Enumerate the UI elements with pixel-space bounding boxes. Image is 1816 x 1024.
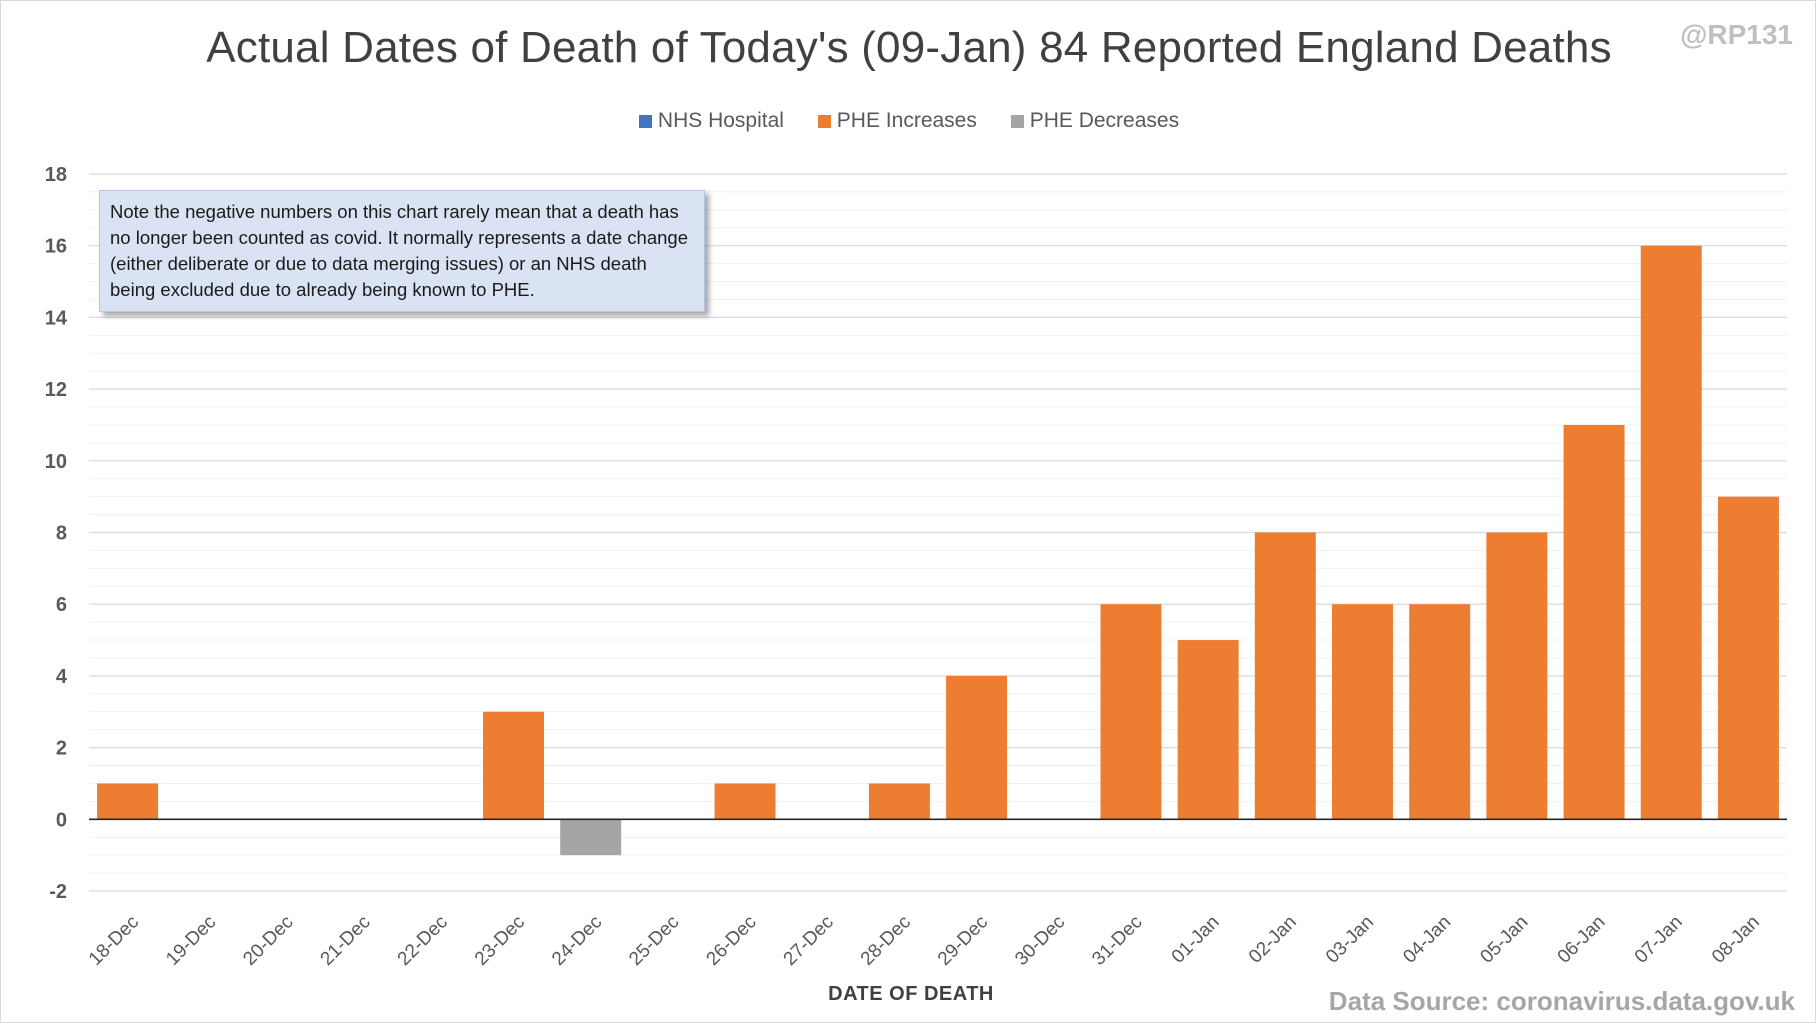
bar-phe-increases [1717,496,1779,820]
chart-title: Actual Dates of Death of Today's (09-Jan… [206,23,1612,72]
bar-phe-increases [1486,532,1548,820]
bar-phe-increases [1254,532,1316,820]
bar-phe-increases [946,675,1008,820]
legend-item-phe-decreases: PHE Decreases [1010,109,1180,133]
y-tick-label: 10 [45,451,67,473]
legend-label-phe-decreases: PHE Decreases [1029,109,1180,132]
x-tick-label: 07-Jan [1631,912,1687,968]
x-tick-label: 19-Dec [162,912,220,970]
bar-phe-increases [1563,424,1625,820]
legend-label-nhs-hospital: NHS Hospital [657,109,784,132]
x-tick-label: 22-Dec [394,912,452,970]
x-tick-label: 31-Dec [1088,912,1146,970]
x-tick-label: 23-Dec [471,912,529,970]
x-tick-label: 27-Dec [780,912,838,970]
legend-swatch-nhs-hospital [638,114,652,128]
x-tick-label: 18-Dec [85,912,143,970]
x-tick-label: 20-Dec [239,912,297,970]
x-tick-label: 29-Dec [934,912,992,970]
legend-item-nhs-hospital: NHS Hospital [638,109,784,133]
legend-item-phe-increases: PHE Increases [817,109,977,133]
legend-label-phe-increases: PHE Increases [836,109,977,132]
bar-phe-decreases [560,819,622,856]
y-tick-label: 16 [45,236,67,258]
legend-swatch-phe-decreases [1010,114,1024,128]
author-credit: @RP131 [1680,19,1793,50]
y-tick-label: 12 [45,379,67,401]
x-tick-label: 21-Dec [317,912,375,970]
bar-phe-increases [1640,245,1702,820]
bar-phe-increases [483,711,544,820]
x-tick-label: 05-Jan [1476,912,1532,968]
x-tick-label: 04-Jan [1399,912,1455,968]
y-tick-label: 2 [56,738,67,760]
x-axis-title: DATE OF DEATH [828,983,994,1005]
y-tick-label: 6 [56,594,67,616]
x-tick-label: 01-Jan [1168,912,1224,968]
annotation-note: Note the negative numbers on this chart … [99,190,705,312]
x-tick-label: 30-Dec [1011,912,1069,970]
x-tick-label: 24-Dec [548,912,606,970]
y-tick-label: 0 [56,809,67,831]
x-tick-label: 25-Dec [625,912,683,970]
y-tick-label: 4 [56,666,68,688]
legend-swatch-phe-increases [817,114,831,128]
bar-phe-increases [714,783,776,820]
legend: NHS Hospital PHE Increases PHE Decreases [1,109,1816,134]
bar-phe-increases [97,783,159,820]
x-tick-label: 02-Jan [1245,912,1301,968]
y-tick-label: 18 [45,164,67,186]
x-tick-label: 06-Jan [1554,912,1610,968]
y-tick-label: 14 [45,307,68,329]
x-tick-label: 28-Dec [857,912,915,970]
bar-phe-increases [1332,604,1393,820]
y-tick-label: -2 [49,881,67,903]
bar-phe-increases [1409,604,1471,820]
bar-phe-increases [1100,604,1162,820]
data-source: Data Source: coronavirus.data.gov.uk [1328,986,1795,1016]
x-tick-label: 26-Dec [702,912,760,970]
bar-phe-increases [1177,640,1239,820]
bar-phe-increases [868,783,930,820]
x-tick-label: 08-Jan [1708,912,1764,968]
y-tick-label: 8 [56,523,67,545]
x-tick-label: 03-Jan [1322,912,1378,968]
